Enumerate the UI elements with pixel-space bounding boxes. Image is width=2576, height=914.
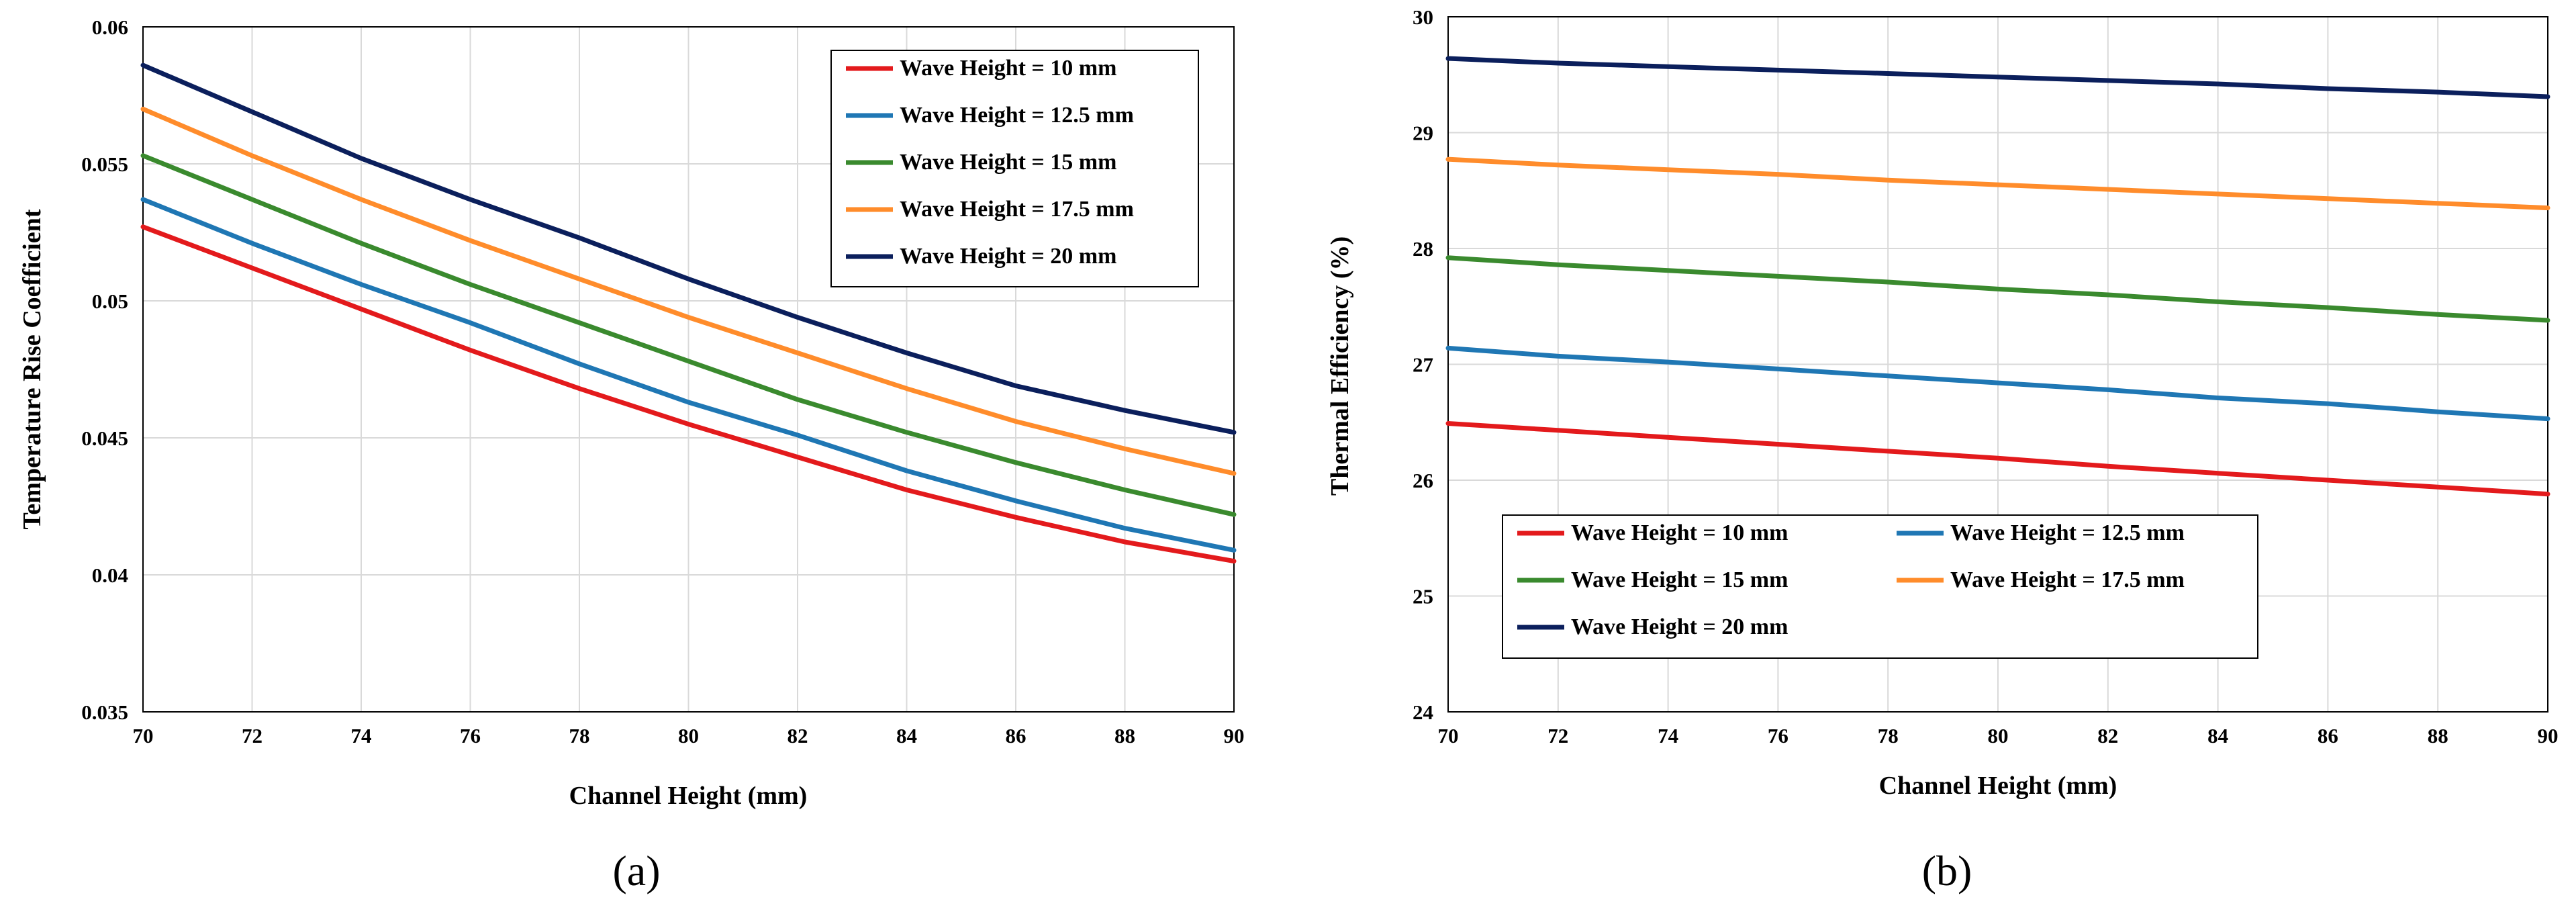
chart-b-x-tick-label: 76 bbox=[1768, 724, 1788, 747]
chart-a-series bbox=[140, 62, 1237, 564]
chart-b-legend: Wave Height = 10 mm Wave Height = 12.5 mm… bbox=[1502, 514, 2258, 659]
chart-b-x-tick-label: 88 bbox=[2428, 724, 2448, 747]
chart-a-y-axis-label: Temperature Rise Coefficient bbox=[18, 209, 46, 529]
chart-b-series-line-0 bbox=[1445, 421, 2550, 497]
chart-b-legend-box bbox=[1502, 514, 2258, 659]
chart-a-x-axis-label: Channel Height (mm) bbox=[569, 782, 808, 810]
chart-a-x-tick-label: 86 bbox=[1006, 724, 1027, 747]
chart-b-plot-area bbox=[1447, 16, 2548, 713]
chart-b-x-tick-label: 72 bbox=[1547, 724, 1568, 747]
chart-a-series-line-4 bbox=[140, 62, 1237, 435]
chart-b-x-tick-label: 78 bbox=[1878, 724, 1899, 747]
chart-b-x-tick-label: 82 bbox=[2097, 724, 2118, 747]
chart-a-x-tick-label: 84 bbox=[896, 724, 917, 747]
chart-a-x-tick-label: 74 bbox=[351, 724, 372, 747]
chart-a-x-tick-label: 90 bbox=[1224, 724, 1245, 747]
chart-a-legend-label-4: Wave Height = 20 mm bbox=[900, 244, 1116, 269]
chart-b-y-tick-label: 26 bbox=[1413, 469, 1433, 492]
chart-a-legend-label-2: Wave Height = 15 mm bbox=[900, 150, 1116, 175]
chart-a-x-tick-label: 72 bbox=[242, 724, 263, 747]
chart-b-series bbox=[1445, 56, 2550, 497]
chart-b-x-tick-label: 84 bbox=[2207, 724, 2228, 747]
chart-b-series-line-1 bbox=[1445, 345, 2550, 422]
chart-b-legend-label-2: Wave Height = 15 mm bbox=[1571, 567, 1788, 592]
chart-b-legend-label-4: Wave Height = 20 mm bbox=[1571, 614, 1788, 639]
chart-b-x-ticks: 70 72 74 76 78 80 82 84 86 88 90 bbox=[1438, 724, 2559, 747]
chart-b-x-tick-label: 86 bbox=[2318, 724, 2338, 747]
chart-a-series-line-2 bbox=[140, 153, 1237, 517]
chart-a-x-tick-label: 70 bbox=[133, 724, 154, 747]
chart-a-y-tick-label: 0.06 bbox=[92, 15, 128, 39]
chart-b-legend-label-3: Wave Height = 17.5 mm bbox=[1950, 567, 2185, 592]
chart-b-x-tick-label: 90 bbox=[2538, 724, 2559, 747]
chart-b-series-line-2 bbox=[1445, 255, 2550, 323]
chart-b-x-axis-label: Channel Height (mm) bbox=[1879, 772, 2117, 800]
chart-a-series-line-0 bbox=[140, 224, 1237, 564]
chart-a-y-tick-label: 0.045 bbox=[81, 426, 128, 450]
chart-b-y-tick-label: 24 bbox=[1413, 700, 1433, 724]
chart-b-legend-label-0: Wave Height = 10 mm bbox=[1571, 520, 1788, 545]
chart-a-plot-area bbox=[142, 26, 1235, 713]
chart-b-y-tick-label: 30 bbox=[1413, 5, 1433, 29]
chart-a-x-ticks: 70 72 74 76 78 80 82 84 86 88 90 bbox=[133, 724, 1245, 747]
chart-a-x-tick-label: 78 bbox=[569, 724, 590, 747]
chart-a-legend-label-1: Wave Height = 12.5 mm bbox=[900, 103, 1134, 128]
chart-a-y-tick-label: 0.04 bbox=[92, 563, 128, 587]
chart-a-series-line-1 bbox=[140, 197, 1237, 553]
chart-b-y-tick-label: 25 bbox=[1413, 585, 1433, 608]
chart-a-y-tick-label: 0.055 bbox=[81, 152, 128, 176]
chart-b-y-axis-label: Thermal Efficiency (%) bbox=[1326, 236, 1354, 496]
chart-b-y-ticks: 24 25 26 27 28 29 30 bbox=[1413, 5, 1433, 724]
chart-a-x-tick-label: 82 bbox=[788, 724, 808, 747]
chart-a: 70 72 74 76 78 80 82 84 86 88 90 0.0350.040.0450.0… bbox=[18, 15, 1245, 895]
chart-a-legend-label-0: Wave Height = 10 mm bbox=[900, 56, 1116, 81]
chart-b-x-tick-label: 70 bbox=[1438, 724, 1459, 747]
chart-b-legend-label-1: Wave Height = 12.5 mm bbox=[1950, 520, 2185, 545]
chart-a-series-line-3 bbox=[140, 106, 1237, 476]
chart-a-x-tick-label: 80 bbox=[678, 724, 699, 747]
chart-b-x-tick-label: 74 bbox=[1658, 724, 1678, 747]
chart-b-x-tick-label: 80 bbox=[1988, 724, 2009, 747]
chart-b-y-tick-label: 28 bbox=[1413, 237, 1433, 261]
chart-a-legend-label-3: Wave Height = 17.5 mm bbox=[900, 197, 1134, 222]
chart-a-y-tick-label: 0.05 bbox=[92, 289, 128, 313]
chart-a-y-ticks: 0.035 0.04 0.045 0.05 0.055 0.06 bbox=[81, 15, 128, 724]
chart-a-y-tick-label: 0.035 bbox=[81, 700, 128, 724]
chart-b: 70 72 74 76 78 80 82 84 86 88 90 24 25 26 27 28 29 30 Ch… bbox=[1326, 5, 2559, 895]
chart-b-series-line-4 bbox=[1445, 56, 2550, 99]
chart-b-y-tick-label: 27 bbox=[1413, 353, 1433, 377]
chart-a-x-tick-label: 76 bbox=[460, 724, 481, 747]
chart-b-y-tick-label: 29 bbox=[1413, 122, 1433, 145]
chart-a-legend: Wave Height = 10 mm Wave Height = 12.5 mm… bbox=[830, 50, 1199, 287]
chart-a-x-tick-label: 88 bbox=[1114, 724, 1135, 747]
chart-b-panel-label: (b) bbox=[1922, 847, 1972, 895]
chart-a-legend-box bbox=[830, 50, 1199, 287]
chart-b-series-line-3 bbox=[1445, 156, 2550, 211]
chart-a-panel-label: (a) bbox=[612, 847, 660, 895]
